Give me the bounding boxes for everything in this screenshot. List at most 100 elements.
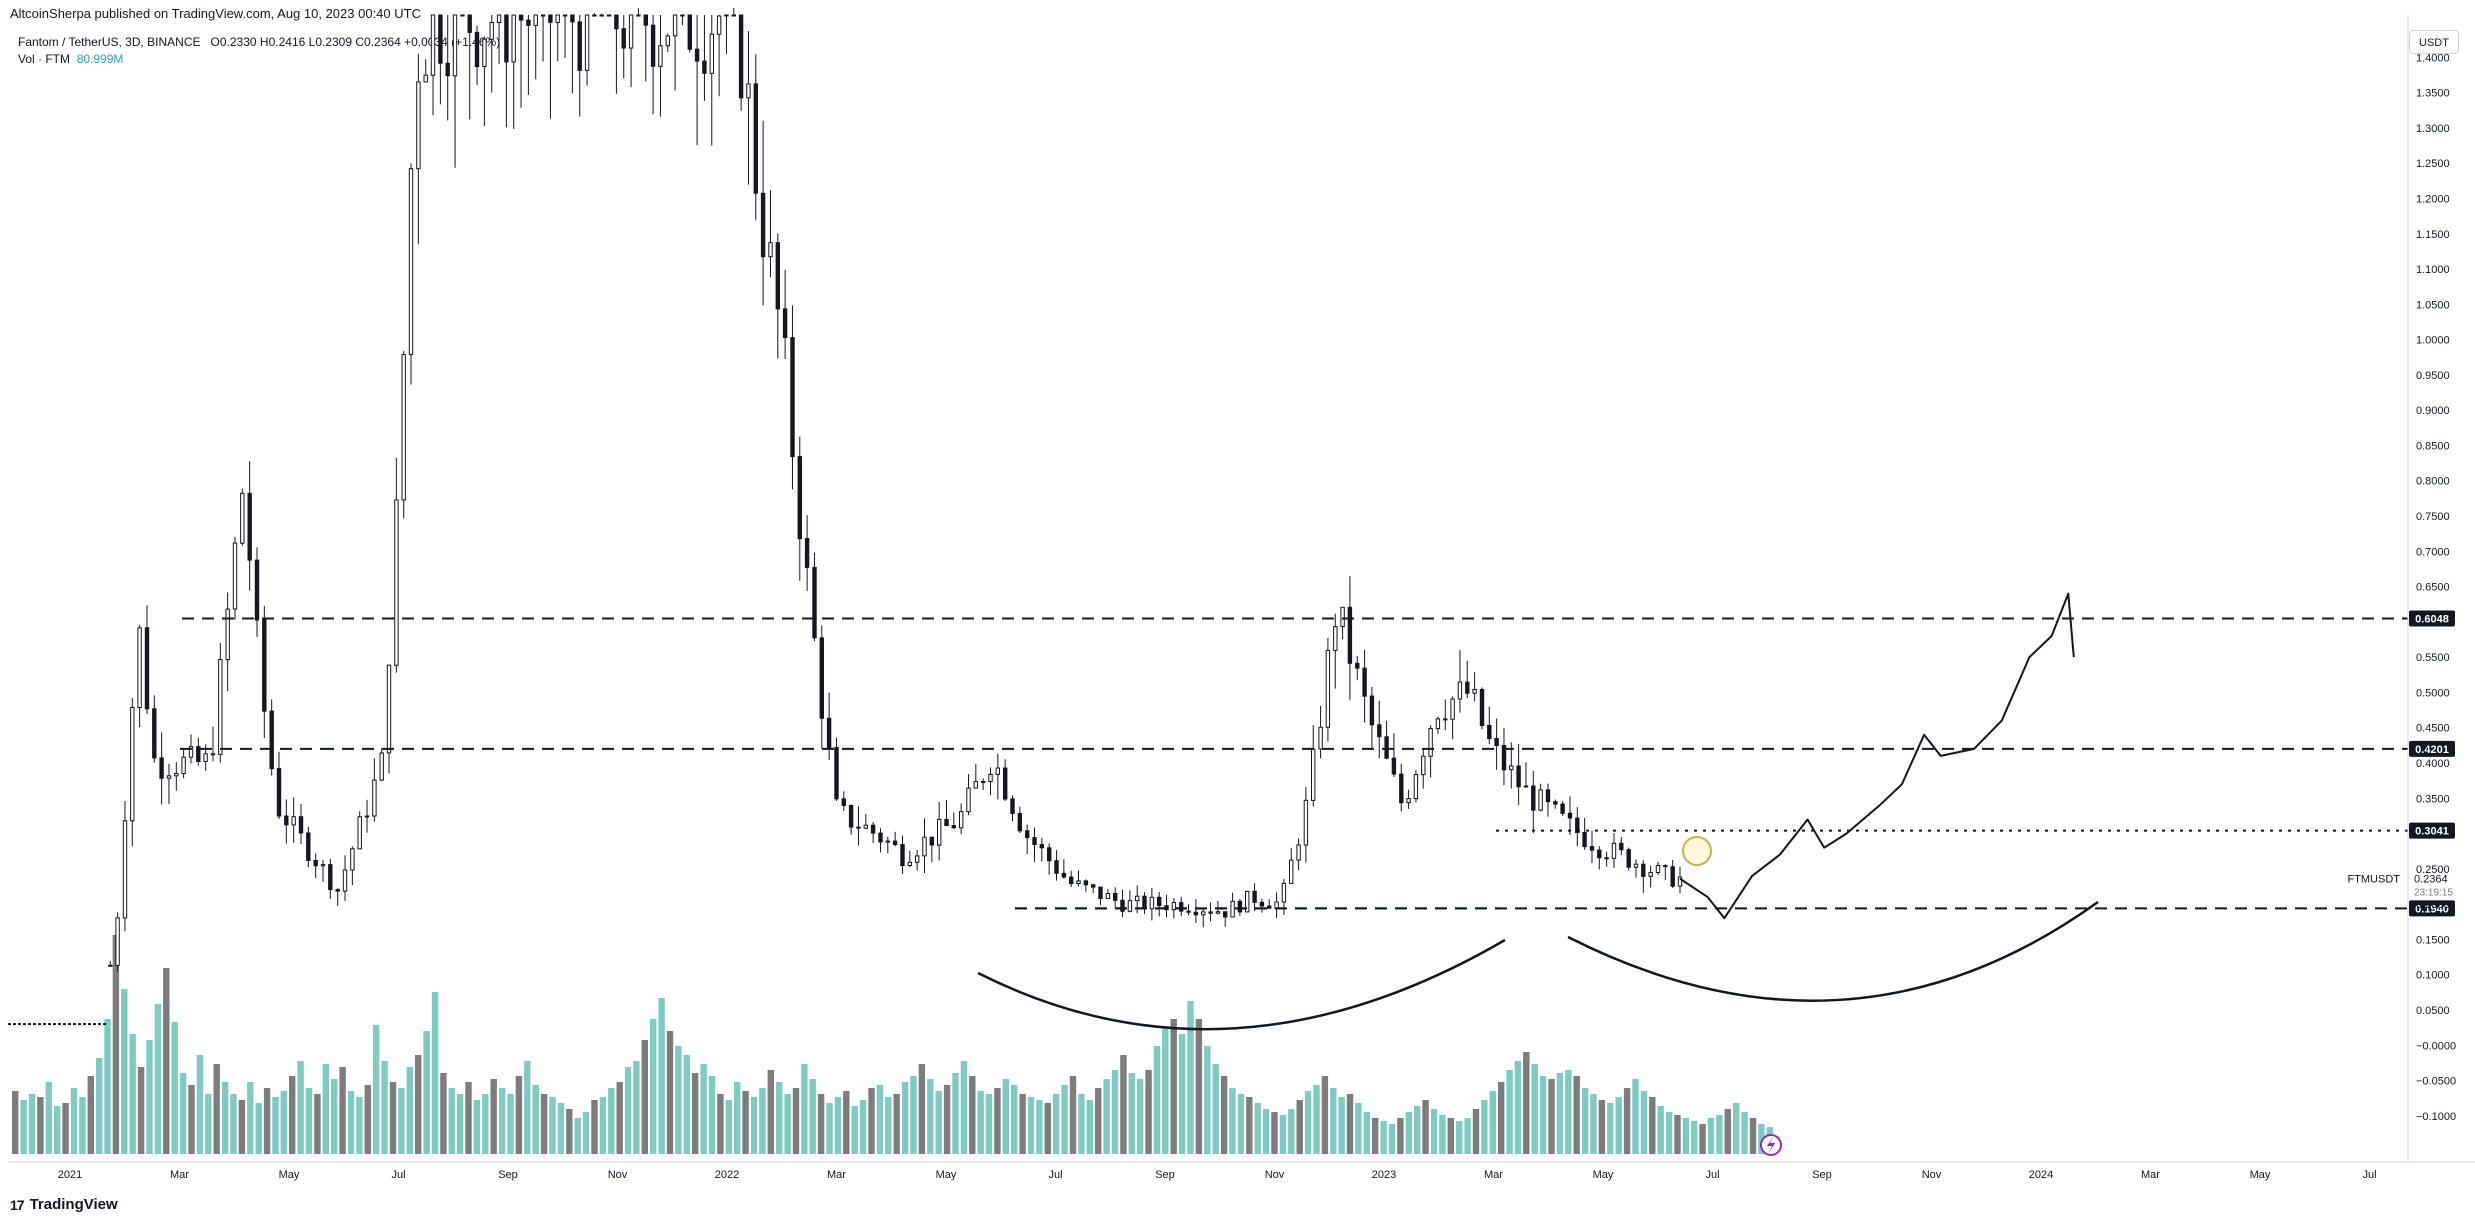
volume-bar — [1128, 1073, 1135, 1154]
candle — [907, 861, 912, 866]
x-tick-label: Sep — [1155, 1169, 1175, 1181]
volume-bar — [1019, 1094, 1026, 1154]
price-tag[interactable]: 0.6048 — [2409, 610, 2455, 627]
volume-bar — [448, 1088, 455, 1154]
cup-arc-left[interactable] — [977, 938, 1506, 1031]
y-tick-label: 1.0000 — [2416, 335, 2450, 347]
volume-row: Vol · FTM 80.999M — [18, 51, 500, 68]
volume-bar — [717, 1094, 724, 1154]
candle — [702, 60, 707, 74]
volume-bar — [549, 1097, 556, 1154]
candle — [1450, 698, 1455, 720]
horizontal-levels[interactable]: 0.6048 0.4201 0.3041 0.1940 0.2364 23:19:15 FT… — [180, 610, 2455, 917]
volume-bar — [1002, 1079, 1009, 1154]
drawings[interactable] — [977, 592, 2099, 1156]
cup-arc-right[interactable] — [1567, 900, 2099, 1002]
y-tick-label: 0.4000 — [2416, 758, 2450, 770]
candle — [210, 753, 216, 756]
open-label: O — [210, 35, 220, 49]
volume-bar — [465, 1082, 472, 1154]
x-tick-label: Jul — [1048, 1169, 1062, 1181]
time-axis[interactable]: 2021 Mar May Jul Sep Nov 2022 Mar May Jul Sep Nov 20… — [8, 1161, 2475, 1181]
candle — [78, 1023, 81, 1026]
candle — [1560, 803, 1565, 814]
candle — [1113, 893, 1118, 901]
x-tick-label: Nov — [608, 1169, 628, 1181]
y-tick-label: 1.2000 — [2416, 193, 2450, 205]
candle — [1010, 798, 1015, 815]
volume-bar — [616, 1082, 623, 1154]
close-label: C — [355, 35, 365, 49]
candle — [672, 14, 678, 37]
candle — [188, 746, 194, 758]
flash-icon[interactable] — [1760, 1134, 1782, 1156]
volume-bar — [1053, 1094, 1060, 1154]
volume-bar — [347, 1091, 355, 1154]
volume-bar — [977, 1091, 984, 1154]
volume-bar — [12, 1091, 19, 1154]
volume-label[interactable]: Vol · FTM — [18, 52, 71, 66]
candle — [335, 889, 340, 892]
volume-bar — [834, 1097, 842, 1154]
candle — [1179, 902, 1184, 912]
volume-bar — [801, 1064, 808, 1154]
candle — [1487, 725, 1492, 739]
volume-bar — [389, 1082, 397, 1154]
candle — [819, 637, 824, 719]
candle — [196, 746, 201, 762]
open-value: 0.2330 — [219, 35, 257, 49]
ticker-label: FTMUSDT — [2347, 873, 2400, 885]
volume-bar — [910, 1076, 917, 1154]
close-value: 0.2364 — [364, 35, 401, 49]
volume-bar — [1187, 1001, 1194, 1154]
volume-bar — [1229, 1088, 1236, 1154]
candle — [1208, 911, 1213, 914]
price-tag[interactable]: 0.1940 — [2409, 900, 2455, 917]
candle — [130, 707, 135, 822]
candle — [38, 1023, 41, 1026]
symbol-label[interactable]: Fantom / TetherUS, 3D, BINANCE — [18, 35, 201, 49]
volume-bar — [784, 1094, 791, 1154]
candle — [1575, 817, 1580, 833]
candle — [1303, 799, 1309, 846]
volume-bar — [1313, 1085, 1320, 1154]
candle — [900, 844, 905, 866]
volume-bar — [1380, 1121, 1387, 1154]
price-tag[interactable]: 0.3041 — [2409, 822, 2455, 839]
candle — [1501, 745, 1507, 771]
volume-bar — [314, 1094, 321, 1154]
highlight-circle[interactable] — [1682, 836, 1712, 866]
volume-bar — [280, 1091, 287, 1154]
currency-button[interactable]: USDT — [2409, 30, 2459, 54]
price-tag[interactable]: 0.4201 — [2409, 740, 2455, 757]
candle — [1479, 689, 1485, 726]
candle — [929, 836, 934, 846]
candle — [1274, 901, 1279, 909]
volume-bar — [1489, 1091, 1496, 1154]
candle — [1648, 872, 1653, 877]
candle — [863, 824, 868, 829]
price-axis[interactable]: 1.4000 1.3500 1.3000 1.2500 1.2000 1.1500 1.10… — [2407, 15, 2456, 1162]
projection-path[interactable] — [1679, 592, 2075, 920]
candle — [98, 1023, 101, 1026]
volume-bar — [608, 1088, 615, 1154]
candle — [83, 1023, 86, 1026]
volume-bar — [1464, 1118, 1471, 1154]
volume-bar — [1162, 1028, 1169, 1154]
volume-bar — [918, 1064, 926, 1154]
tv-logo-text: TradingView — [29, 1196, 118, 1213]
x-tick-label: 2021 — [58, 1169, 82, 1181]
candle — [1083, 880, 1089, 886]
candle — [797, 456, 802, 540]
y-tick-label: 1.0500 — [2416, 299, 2450, 311]
candle — [438, 14, 443, 64]
last-price-label: 0.2364 — [2414, 873, 2448, 885]
candle — [394, 499, 399, 666]
volume-bar — [1539, 1076, 1547, 1154]
volume-bar — [456, 1094, 464, 1154]
candle — [1047, 847, 1052, 862]
candle — [951, 825, 956, 829]
y-tick-label: 0.5500 — [2416, 652, 2450, 664]
volume-bar — [1372, 1118, 1379, 1154]
